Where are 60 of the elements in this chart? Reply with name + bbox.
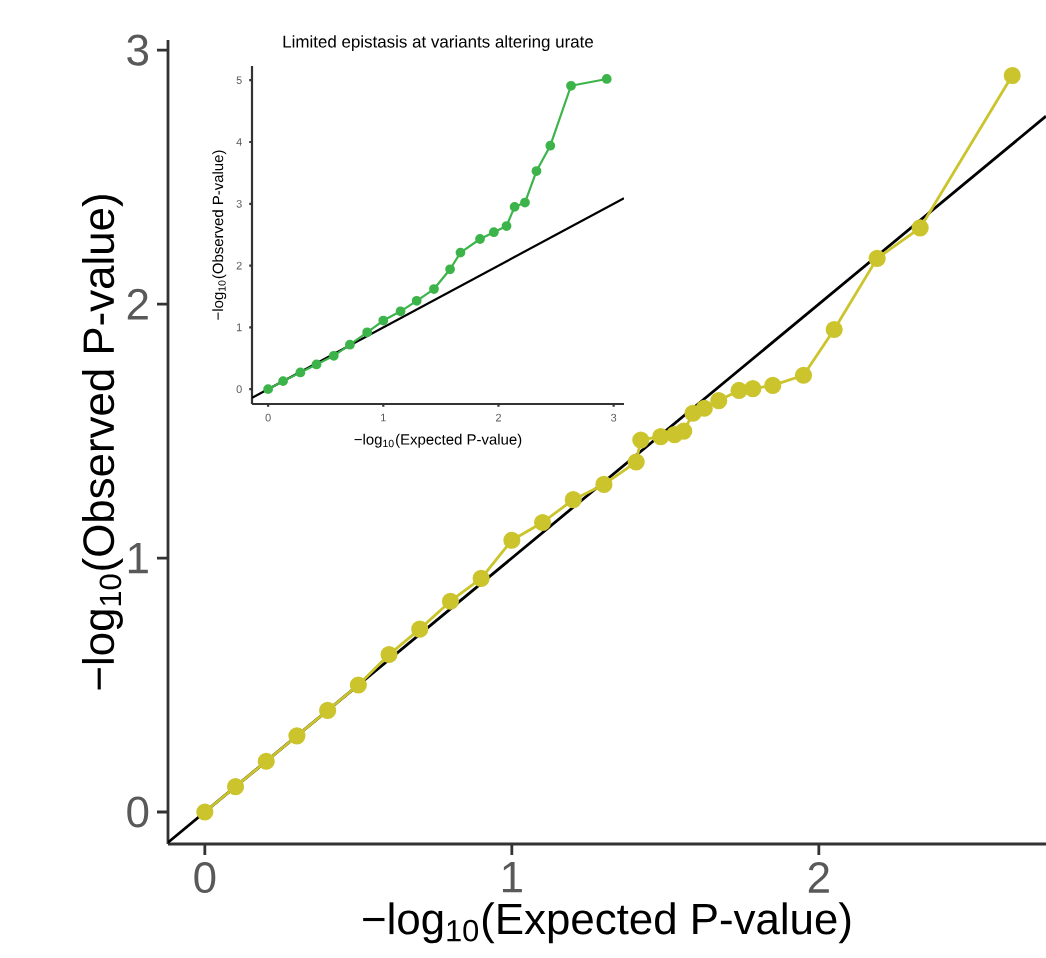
point [868, 249, 886, 267]
point [349, 676, 367, 694]
point [652, 428, 670, 446]
point [263, 384, 274, 395]
y-tick-label: 0 [127, 796, 149, 828]
x-axis-title: −log$_{10}$(Expected P-value) [363, 902, 851, 944]
point [455, 247, 466, 258]
point [564, 491, 582, 509]
point [744, 380, 762, 398]
point [501, 221, 512, 231]
point [794, 366, 813, 384]
point [311, 359, 322, 370]
point [288, 727, 306, 745]
point [675, 422, 693, 440]
point [1003, 66, 1021, 85]
point [196, 803, 214, 821]
point [695, 399, 713, 417]
point [601, 74, 612, 84]
point [531, 166, 542, 176]
chart-title: Limited epistasis at variants altering urate [283, 35, 593, 51]
point [533, 513, 552, 532]
point [411, 620, 429, 638]
point [441, 592, 460, 610]
y-tick-label: 3 [127, 34, 149, 66]
x-tick-label: 1 [502, 862, 522, 893]
y-axis-title: −log$_{10}$(Observed P-value) [82, 195, 123, 690]
point [226, 778, 245, 796]
point [328, 350, 339, 361]
point [362, 327, 373, 338]
point [380, 645, 398, 664]
point [429, 284, 439, 294]
point [257, 752, 275, 770]
point [566, 80, 576, 91]
point [475, 234, 485, 244]
point [395, 306, 406, 317]
point [503, 531, 521, 549]
point [319, 701, 337, 719]
point [545, 140, 556, 151]
point [911, 219, 929, 237]
y-tick-label: 2 [127, 288, 148, 320]
point [488, 227, 499, 238]
point [445, 264, 455, 275]
point [278, 376, 288, 387]
point [595, 475, 613, 493]
point [730, 381, 748, 400]
point [295, 367, 306, 378]
point [764, 376, 782, 394]
y-tick-label: 1 [128, 542, 148, 574]
x-tick-label: 0 [194, 862, 216, 894]
point [825, 320, 843, 339]
point [632, 431, 650, 449]
point [710, 392, 728, 410]
point [627, 453, 645, 471]
x-tick-label: 2 [808, 862, 829, 893]
point [520, 197, 530, 208]
point [411, 295, 422, 306]
point [472, 569, 490, 587]
point [378, 315, 389, 326]
point [509, 201, 520, 212]
point [345, 339, 355, 350]
